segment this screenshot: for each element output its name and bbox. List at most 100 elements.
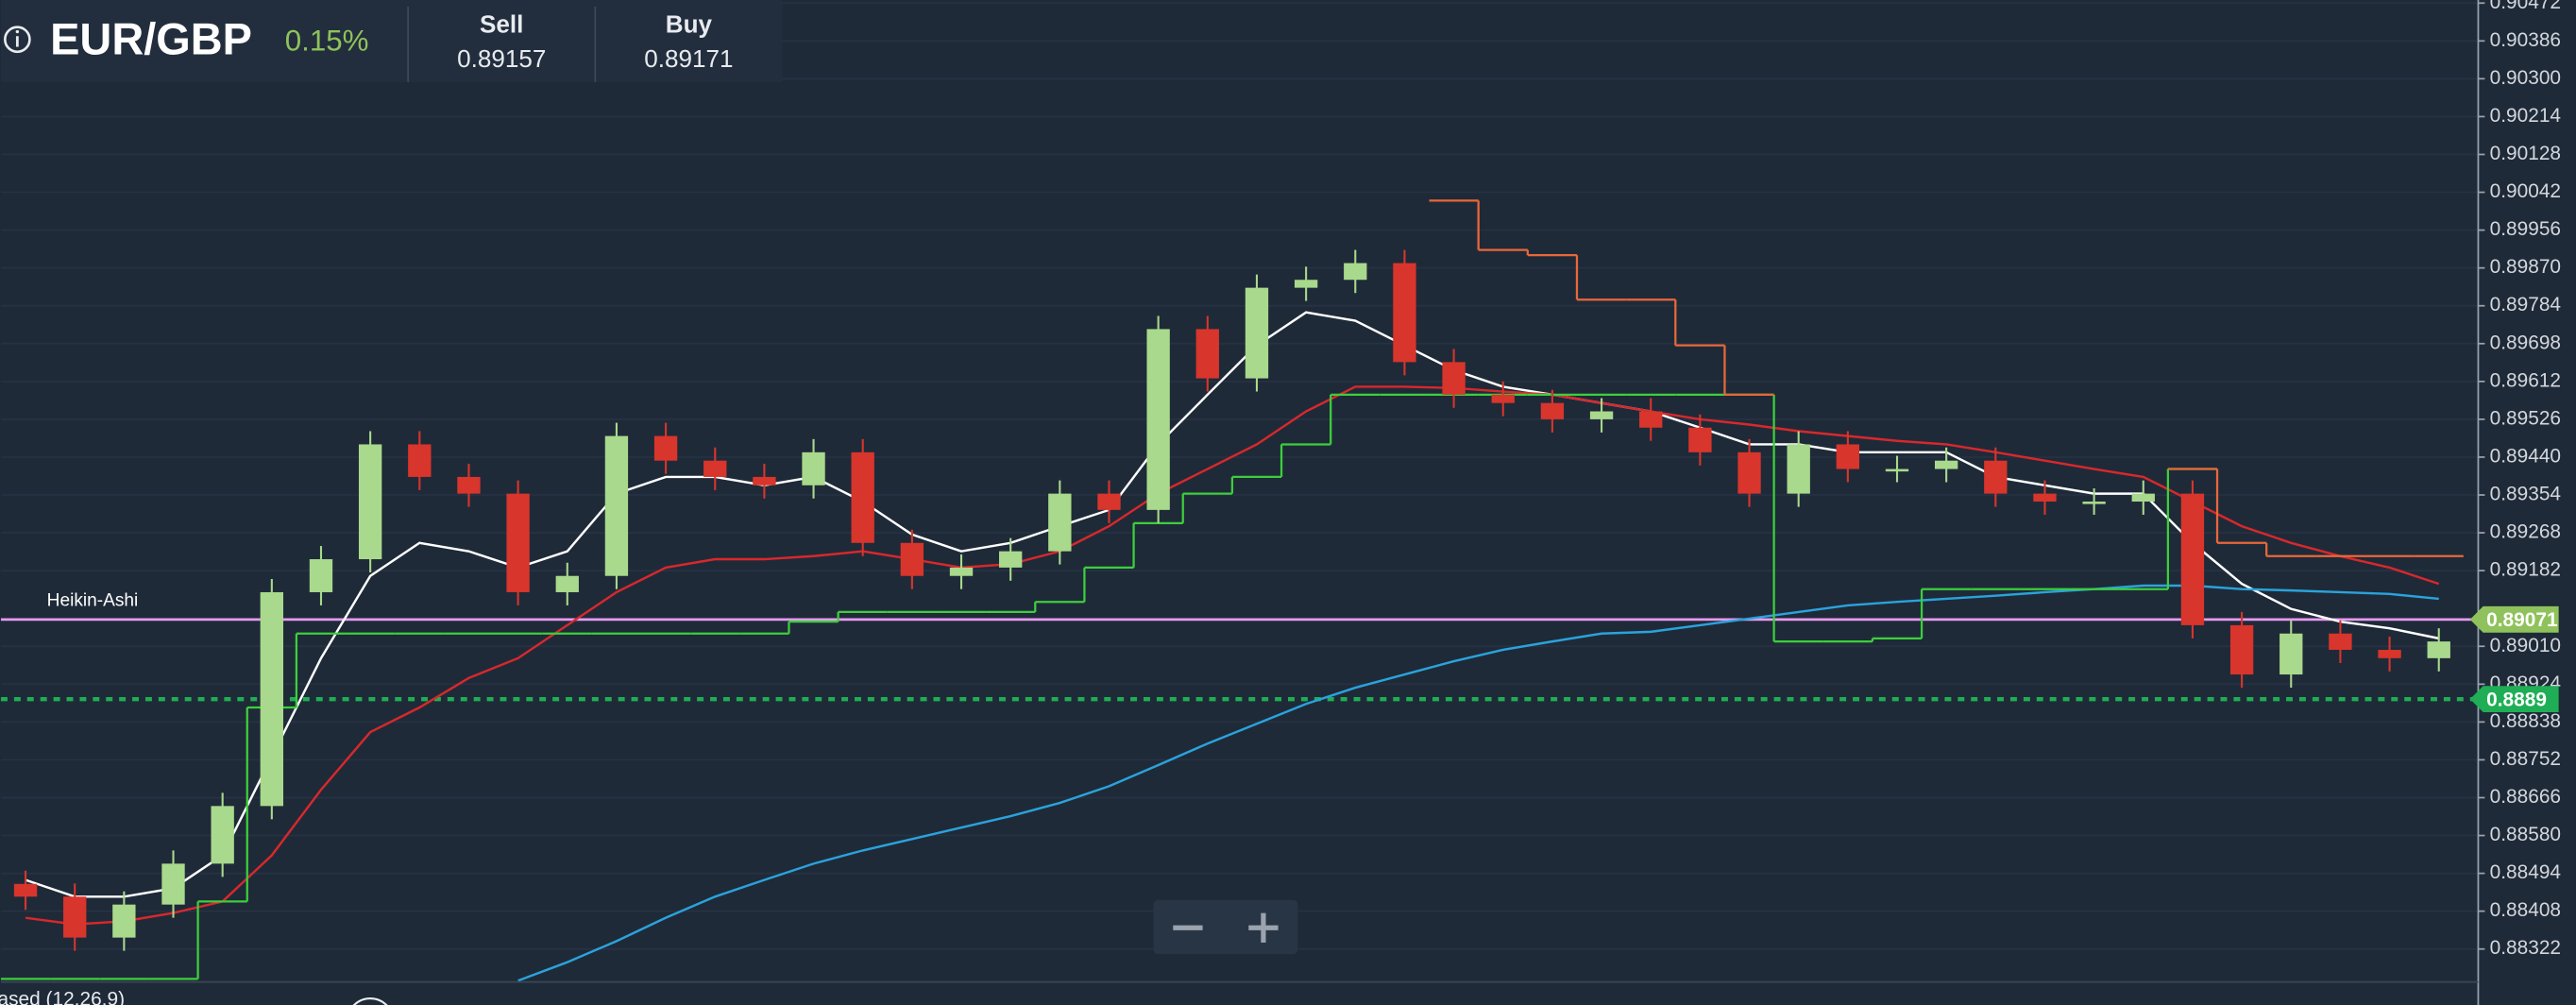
candle-body [1885,468,1909,472]
candle-body [1294,280,1318,288]
candle-body [949,567,974,576]
y-axis: 0.90472 0.90386 0.90300 0.90214 0.90128 0.900… [2478,0,2561,959]
buy-label[interactable]: Buy [666,10,713,39]
price-tag [2469,605,2559,633]
candle-body [1688,427,1712,452]
candle-body [408,444,432,477]
y-tick-label: 0.90128 [2490,143,2561,164]
candle-body [999,551,1023,568]
buy-price[interactable]: 0.89171 [644,44,733,73]
info-icon[interactable] [4,26,31,54]
sell-label[interactable]: Sell [480,10,523,39]
zoom-controls [1153,899,1298,955]
y-tick-label: 0.89784 [2490,294,2561,315]
candle-body [457,476,481,494]
y-tick-label: 0.88494 [2490,861,2561,883]
y-tick-label: 0.90386 [2490,29,2561,51]
candle-body [1984,460,2008,494]
sell-price[interactable]: 0.89157 [457,44,546,73]
candle-body [1491,394,1515,403]
candle-body [2082,502,2106,504]
candle-body [1934,460,1958,469]
chart-type-label: Heikin-Ashi [47,590,139,610]
y-tick-label: 0.88408 [2490,899,2561,921]
candle-body [851,451,874,543]
y-tick-label: 0.89612 [2490,369,2561,391]
y-tick-label: 0.89870 [2490,256,2561,278]
price-tag [2469,686,2559,713]
candle-body [63,896,87,938]
y-tick-label: 0.90214 [2490,105,2561,127]
y-tick-label: 0.89182 [2490,559,2561,581]
candle-body [260,591,283,807]
candle-body [1195,329,1219,379]
candle-body [161,863,185,905]
y-tick-label: 0.88752 [2490,748,2561,770]
candle-body [2229,624,2254,675]
indicator-line [517,584,2439,982]
zoom-in[interactable] [1248,912,1279,943]
y-tick-label: 0.90472 [2490,0,2561,13]
candle-body [309,559,333,592]
candle-body [506,493,530,592]
y-tick-label: 0.89354 [2490,484,2561,505]
candle-body [1540,402,1565,419]
candle-body [2131,493,2155,502]
candle-body [1442,362,1466,395]
candle-body [2279,633,2303,675]
candle-body [358,444,382,560]
header-panel [0,0,783,82]
candle-body [1787,444,1810,494]
candle-body [1097,493,1121,510]
candle-body [1245,287,1269,379]
candle-body [2329,633,2352,650]
candle-body [1737,451,1761,494]
y-tick-label: 0.89440 [2490,445,2561,467]
candle-body [1639,411,1663,428]
price-tags: 0.89071 0.8889 [2469,605,2559,713]
symbol: EUR/GBP [50,15,252,64]
y-tick-label: 0.89956 [2490,218,2561,240]
indicator-label: ased (12,26,9) [0,988,125,1005]
sell-button[interactable]: Sell 0.89157 [457,10,546,74]
info-icon-dot [15,29,20,34]
indicator-line [25,385,2440,926]
candle-body [112,904,136,938]
y-tick-label: 0.89268 [2490,521,2561,543]
price-tag-label: 0.8889 [2486,689,2547,710]
y-tick-label: 0.88322 [2490,937,2561,959]
candle-body [1344,263,1367,281]
candle-body [1589,411,1614,419]
change: 0.15% [285,24,369,57]
candle-body [2378,649,2401,658]
candle-body [2033,493,2057,502]
candle-body [1836,444,1860,469]
candle-body [753,476,776,485]
candle-body [1048,493,1072,552]
candle-body [802,451,825,485]
candle-body [604,435,629,576]
y-tick-label: 0.90300 [2490,67,2561,89]
y-tick-label: 0.88666 [2490,786,2561,808]
axis-panel [2478,0,2576,1005]
candle-body [555,575,579,592]
y-tick-label: 0.89526 [2490,407,2561,429]
candle-body [2427,641,2450,658]
candle-body [2180,493,2205,625]
y-tick-label: 0.89010 [2490,635,2561,656]
candle-body [703,460,727,477]
y-tick-label: 0.89698 [2490,332,2561,353]
candle-body [1146,329,1170,510]
y-tick-label: 0.88580 [2490,824,2561,845]
y-tick-label: 0.90042 [2490,180,2561,202]
price-tag-label: 0.89071 [2486,609,2558,631]
indicator-icon[interactable] [347,997,394,1005]
candle-body [13,883,38,897]
indicator-line [25,311,2439,898]
y-tick-label: 0.88838 [2490,710,2561,732]
buy-button[interactable]: Buy 0.89171 [644,10,733,74]
candle-body [900,542,924,576]
